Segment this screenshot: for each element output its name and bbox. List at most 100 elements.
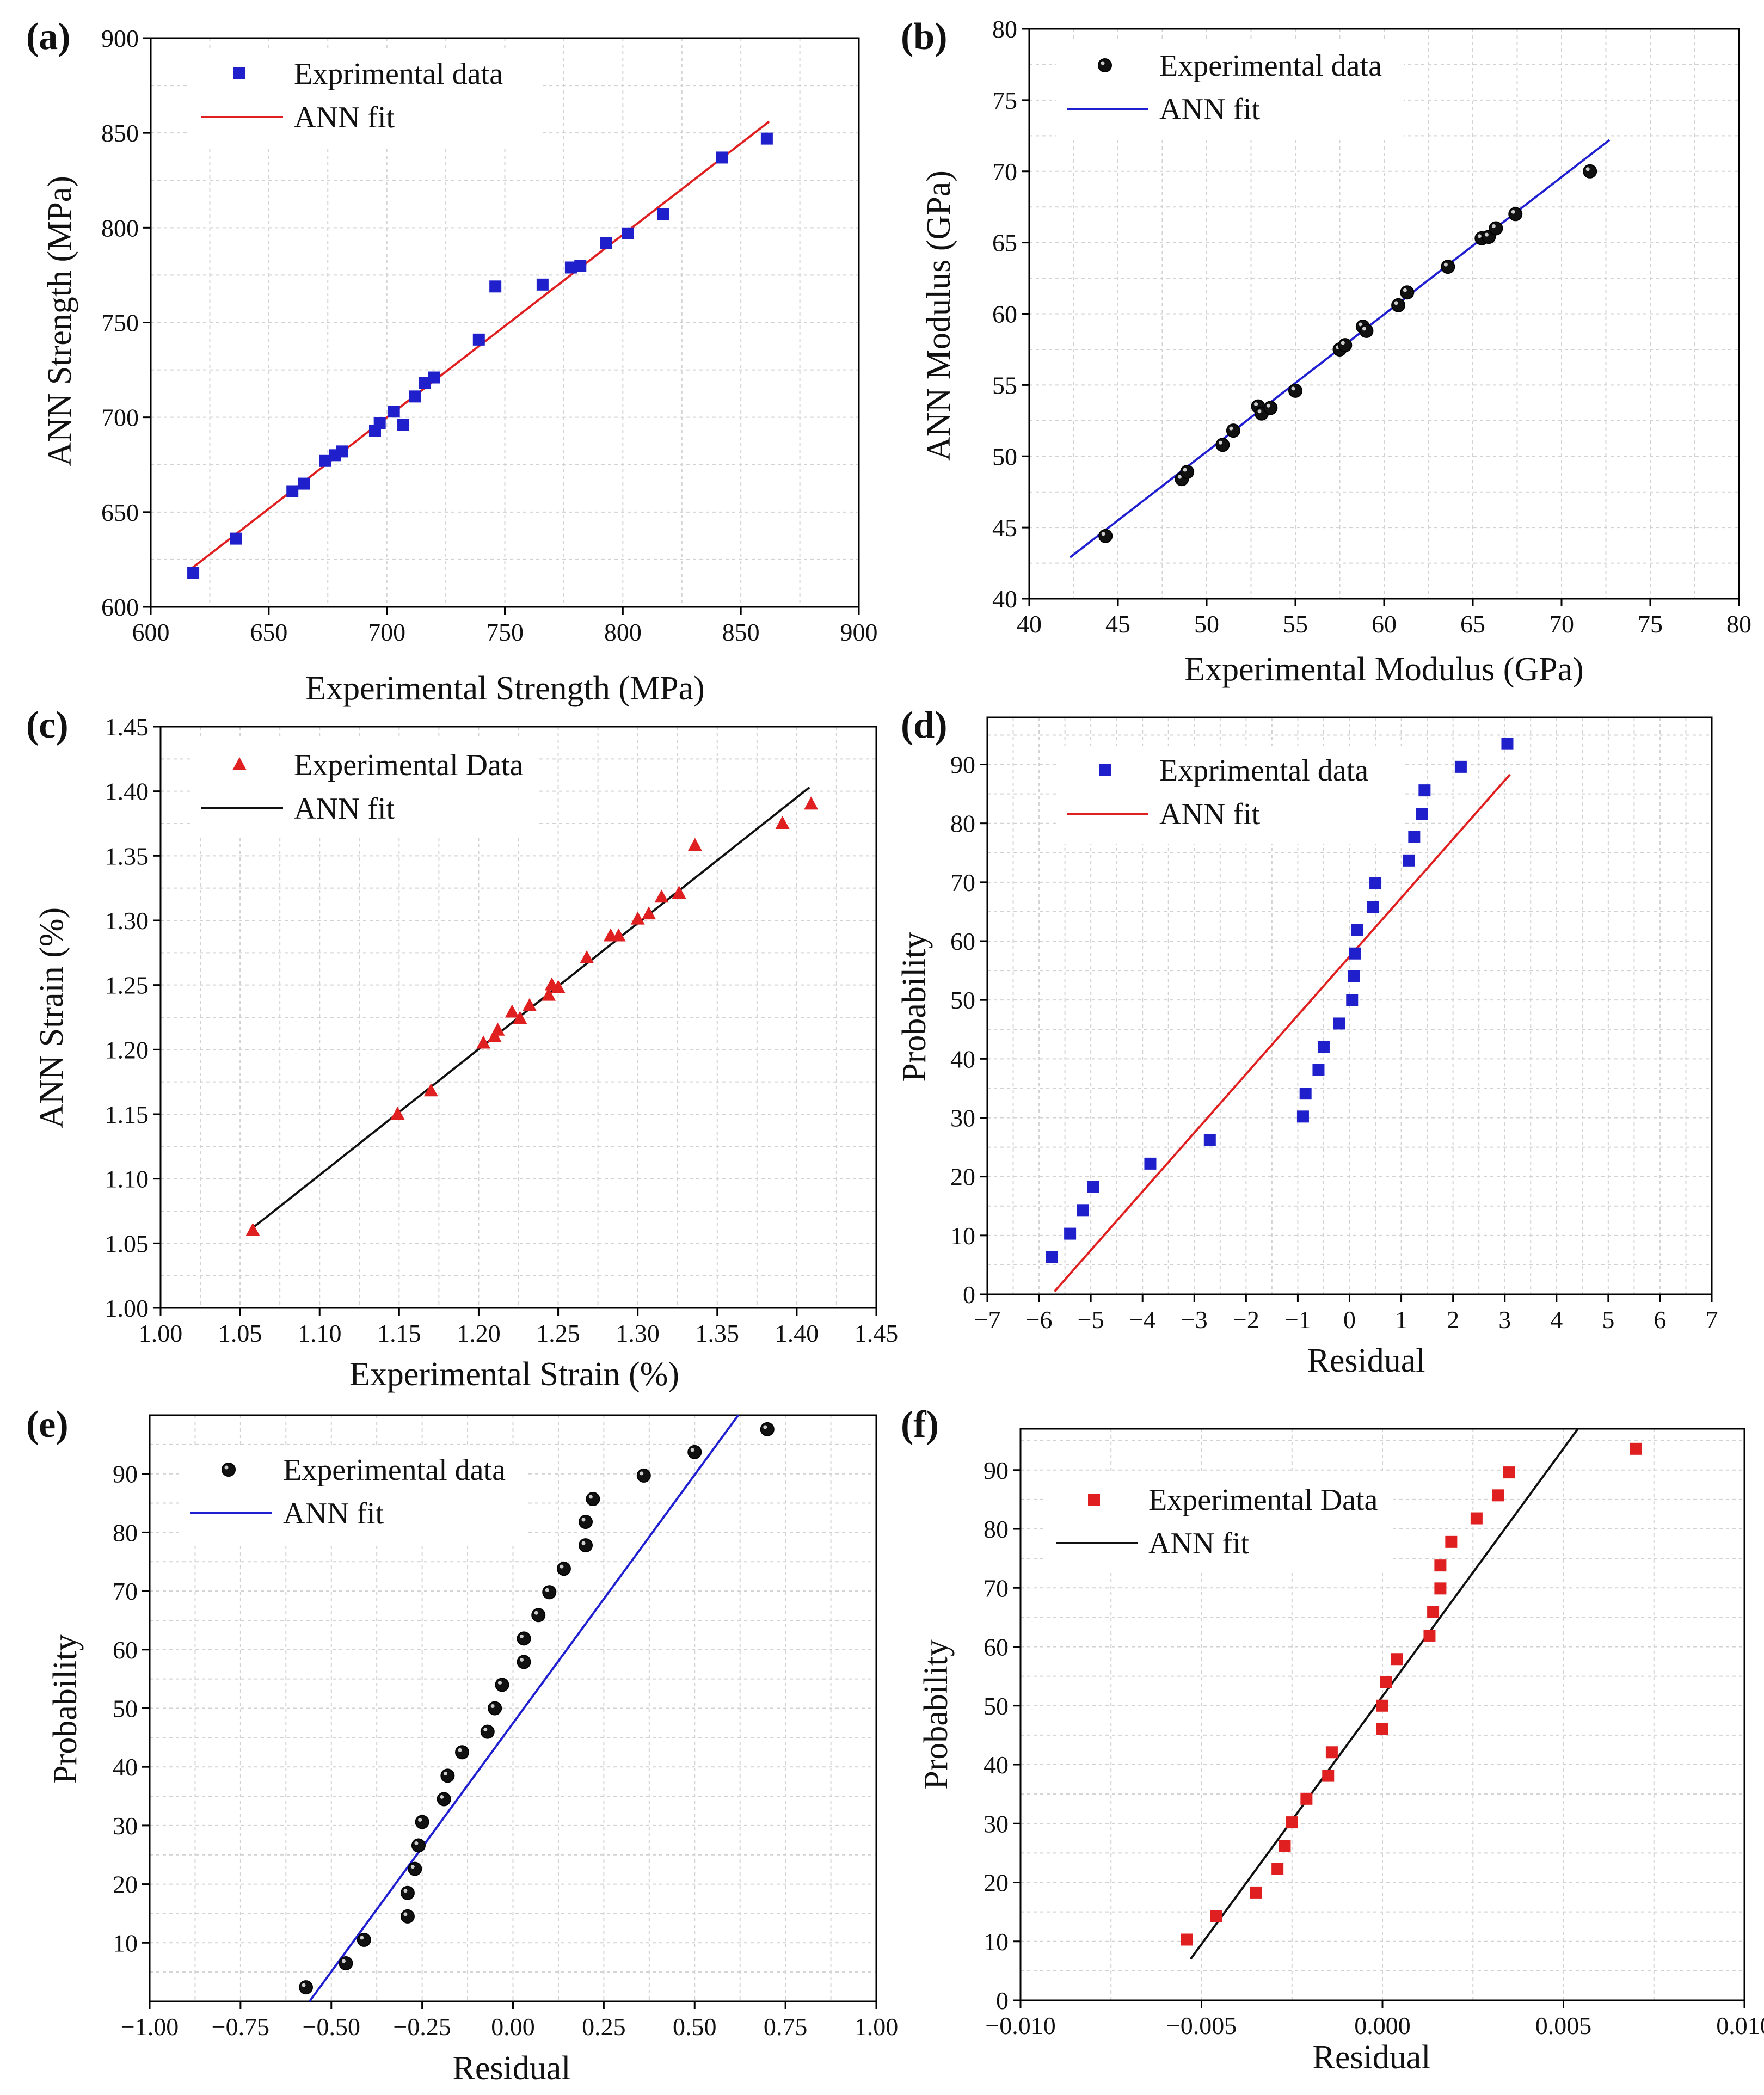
data-point-highlight bbox=[1362, 327, 1366, 331]
x-tick-label: −4 bbox=[1129, 1306, 1156, 1334]
data-point bbox=[1380, 1676, 1392, 1688]
data-point bbox=[1369, 877, 1382, 890]
data-point bbox=[611, 928, 626, 942]
data-point-highlight bbox=[1257, 409, 1262, 414]
x-axis-title: Experimental Strain (%) bbox=[349, 1356, 679, 1393]
data-point bbox=[1367, 901, 1379, 913]
y-tick-label: 80 bbox=[950, 810, 975, 838]
y-tick-label: 20 bbox=[950, 1163, 975, 1191]
legend-marker bbox=[1098, 58, 1112, 72]
y-tick-label: 40 bbox=[950, 1045, 975, 1073]
data-point-highlight bbox=[418, 1817, 422, 1822]
data-point bbox=[542, 1585, 557, 1600]
legend-marker-highlight bbox=[224, 1465, 229, 1470]
y-tick-label: 60 bbox=[950, 927, 975, 955]
data-point bbox=[298, 477, 310, 490]
y-tick-label: 40 bbox=[992, 585, 1017, 613]
data-point bbox=[336, 445, 348, 458]
legend-marker bbox=[232, 757, 247, 770]
x-tick-label: −5 bbox=[1078, 1306, 1104, 1334]
data-point bbox=[423, 1083, 438, 1097]
y-axis-title: Probability bbox=[896, 932, 933, 1082]
data-point bbox=[1226, 423, 1240, 438]
data-point bbox=[1391, 298, 1406, 312]
data-point bbox=[586, 1492, 600, 1507]
legend-label-fit: ANN fit bbox=[1159, 93, 1261, 126]
data-point bbox=[1322, 1770, 1335, 1782]
data-point bbox=[286, 485, 299, 497]
data-point-highlight bbox=[1101, 532, 1105, 536]
data-point bbox=[1286, 1816, 1298, 1829]
legend-label-data: Experimental Data bbox=[294, 748, 524, 782]
x-tick-label: 45 bbox=[1105, 610, 1130, 638]
data-point bbox=[1250, 1886, 1262, 1899]
data-point bbox=[1441, 260, 1455, 274]
data-point bbox=[1423, 1629, 1436, 1642]
data-point-highlight bbox=[1177, 475, 1182, 479]
legend-label-fit: ANN fit bbox=[294, 792, 395, 826]
legend-marker bbox=[1099, 764, 1111, 776]
x-tick-label: 1 bbox=[1395, 1306, 1407, 1334]
x-tick-label: 750 bbox=[486, 618, 524, 646]
x-tick-label: 1.05 bbox=[218, 1319, 262, 1347]
y-tick-label: 80 bbox=[992, 15, 1017, 43]
x-tick-label: 0 bbox=[1343, 1306, 1356, 1334]
data-point bbox=[517, 1631, 531, 1646]
y-tick-label: 30 bbox=[950, 1104, 975, 1132]
data-point-highlight bbox=[1359, 322, 1363, 327]
x-tick-label: 80 bbox=[1726, 610, 1751, 638]
data-point bbox=[1434, 1559, 1447, 1572]
x-tick-label: 55 bbox=[1283, 610, 1308, 638]
legend-marker-highlight bbox=[1101, 61, 1105, 65]
y-axis-title: ANN Strength (MPa) bbox=[41, 176, 78, 466]
data-point bbox=[1263, 401, 1278, 415]
data-point-highlight bbox=[581, 1541, 586, 1545]
data-point bbox=[1317, 1041, 1330, 1053]
data-point bbox=[622, 227, 634, 239]
data-point-highlight bbox=[440, 1795, 444, 1799]
data-point bbox=[299, 1980, 314, 1995]
y-tick-label: 80 bbox=[113, 1519, 138, 1546]
x-tick-label: 4 bbox=[1550, 1306, 1563, 1334]
data-point bbox=[1087, 1181, 1099, 1193]
data-point bbox=[1333, 1017, 1345, 1030]
data-point bbox=[1215, 438, 1230, 452]
legend-box bbox=[190, 740, 539, 838]
data-point bbox=[654, 889, 669, 903]
y-tick-label: 60 bbox=[984, 1633, 1009, 1661]
x-tick-label: −3 bbox=[1181, 1306, 1208, 1334]
data-point-highlight bbox=[341, 1959, 346, 1963]
legend-box bbox=[1045, 1475, 1393, 1573]
data-point bbox=[397, 419, 410, 431]
data-point bbox=[804, 796, 819, 810]
data-point-highlight bbox=[302, 1983, 306, 1987]
data-point bbox=[489, 280, 502, 293]
x-tick-label: 40 bbox=[1017, 610, 1042, 638]
data-point bbox=[373, 417, 386, 429]
data-point bbox=[1077, 1204, 1089, 1217]
data-point-highlight bbox=[690, 1448, 694, 1452]
y-tick-label: 50 bbox=[984, 1692, 1009, 1720]
y-tick-label: 60 bbox=[992, 300, 1017, 328]
data-point bbox=[495, 1678, 509, 1692]
y-tick-label: 50 bbox=[992, 443, 1017, 470]
x-tick-label: 5 bbox=[1602, 1306, 1614, 1334]
x-axis-title: Experimental Modulus (GPa) bbox=[1184, 651, 1584, 688]
y-tick-label: 40 bbox=[113, 1753, 138, 1781]
data-point bbox=[636, 1468, 651, 1483]
data-point-highlight bbox=[1254, 402, 1258, 407]
data-point-highlight bbox=[1229, 426, 1233, 431]
legend-label-data: Experimental data bbox=[1159, 49, 1382, 83]
data-point bbox=[579, 1515, 593, 1529]
data-point bbox=[1144, 1157, 1157, 1170]
x-tick-label: 7 bbox=[1706, 1306, 1718, 1334]
data-point bbox=[1408, 831, 1421, 843]
data-point bbox=[400, 1885, 415, 1900]
y-tick-label: 30 bbox=[984, 1810, 1009, 1838]
data-point bbox=[1376, 1699, 1388, 1712]
data-point bbox=[580, 950, 594, 963]
data-point bbox=[551, 980, 566, 993]
data-point-highlight bbox=[588, 1495, 593, 1499]
panel-label: (c) bbox=[26, 704, 69, 746]
